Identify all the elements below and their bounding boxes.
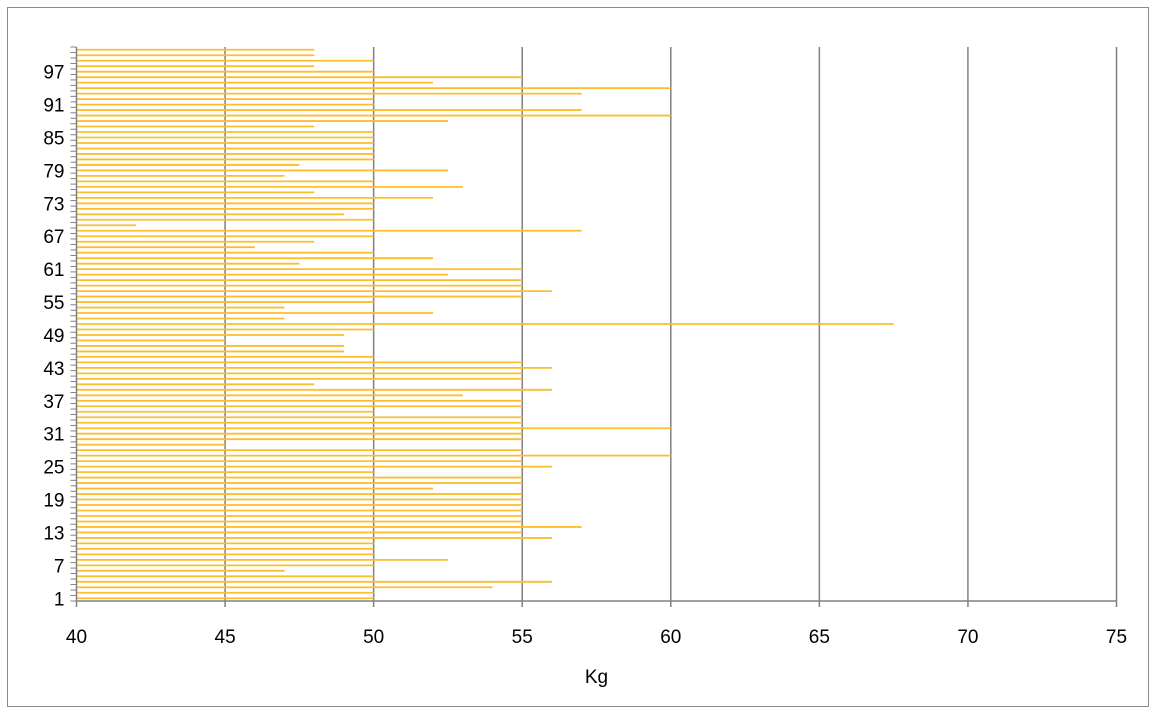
y-tick-label-31: 31: [43, 425, 64, 446]
y-tick-labels: 1 7 13 19 25 31 37 43 49 55 61 67 73 79 85 91 97: [43, 63, 64, 611]
x-tick-label-65: 65: [809, 627, 830, 648]
y-tick-label-91: 91: [43, 96, 64, 117]
x-tick-labels: 40 45 50 55 60 65 70 75: [66, 627, 1127, 648]
y-tick-label-37: 37: [43, 392, 64, 413]
axes: [75, 47, 1117, 602]
bar-series: [76, 48, 894, 600]
y-tick-label-25: 25: [43, 458, 64, 479]
x-axis-title: Kg: [585, 667, 608, 688]
y-tick-label-7: 7: [54, 556, 65, 577]
x-tick-label-40: 40: [66, 627, 87, 648]
y-tick-label-13: 13: [43, 523, 64, 544]
tick-marks: [70, 46, 1118, 607]
y-tick-label-79: 79: [43, 161, 64, 182]
y-tick-label-1: 1: [54, 589, 65, 610]
x-tick-label-50: 50: [363, 627, 384, 648]
x-tick-label-45: 45: [215, 627, 236, 648]
y-tick-label-19: 19: [43, 491, 64, 512]
x-tick-label-75: 75: [1106, 627, 1127, 648]
y-tick-label-43: 43: [43, 359, 64, 380]
x-tick-label-70: 70: [957, 627, 978, 648]
y-tick-label-55: 55: [43, 293, 64, 314]
x-tick-label-55: 55: [512, 627, 533, 648]
y-tick-label-67: 67: [43, 227, 64, 248]
y-tick-label-97: 97: [43, 63, 64, 84]
y-tick-label-73: 73: [43, 194, 64, 215]
y-tick-label-61: 61: [43, 260, 64, 281]
x-tick-label-60: 60: [660, 627, 681, 648]
y-tick-label-85: 85: [43, 129, 64, 150]
y-tick-label-49: 49: [43, 326, 64, 347]
